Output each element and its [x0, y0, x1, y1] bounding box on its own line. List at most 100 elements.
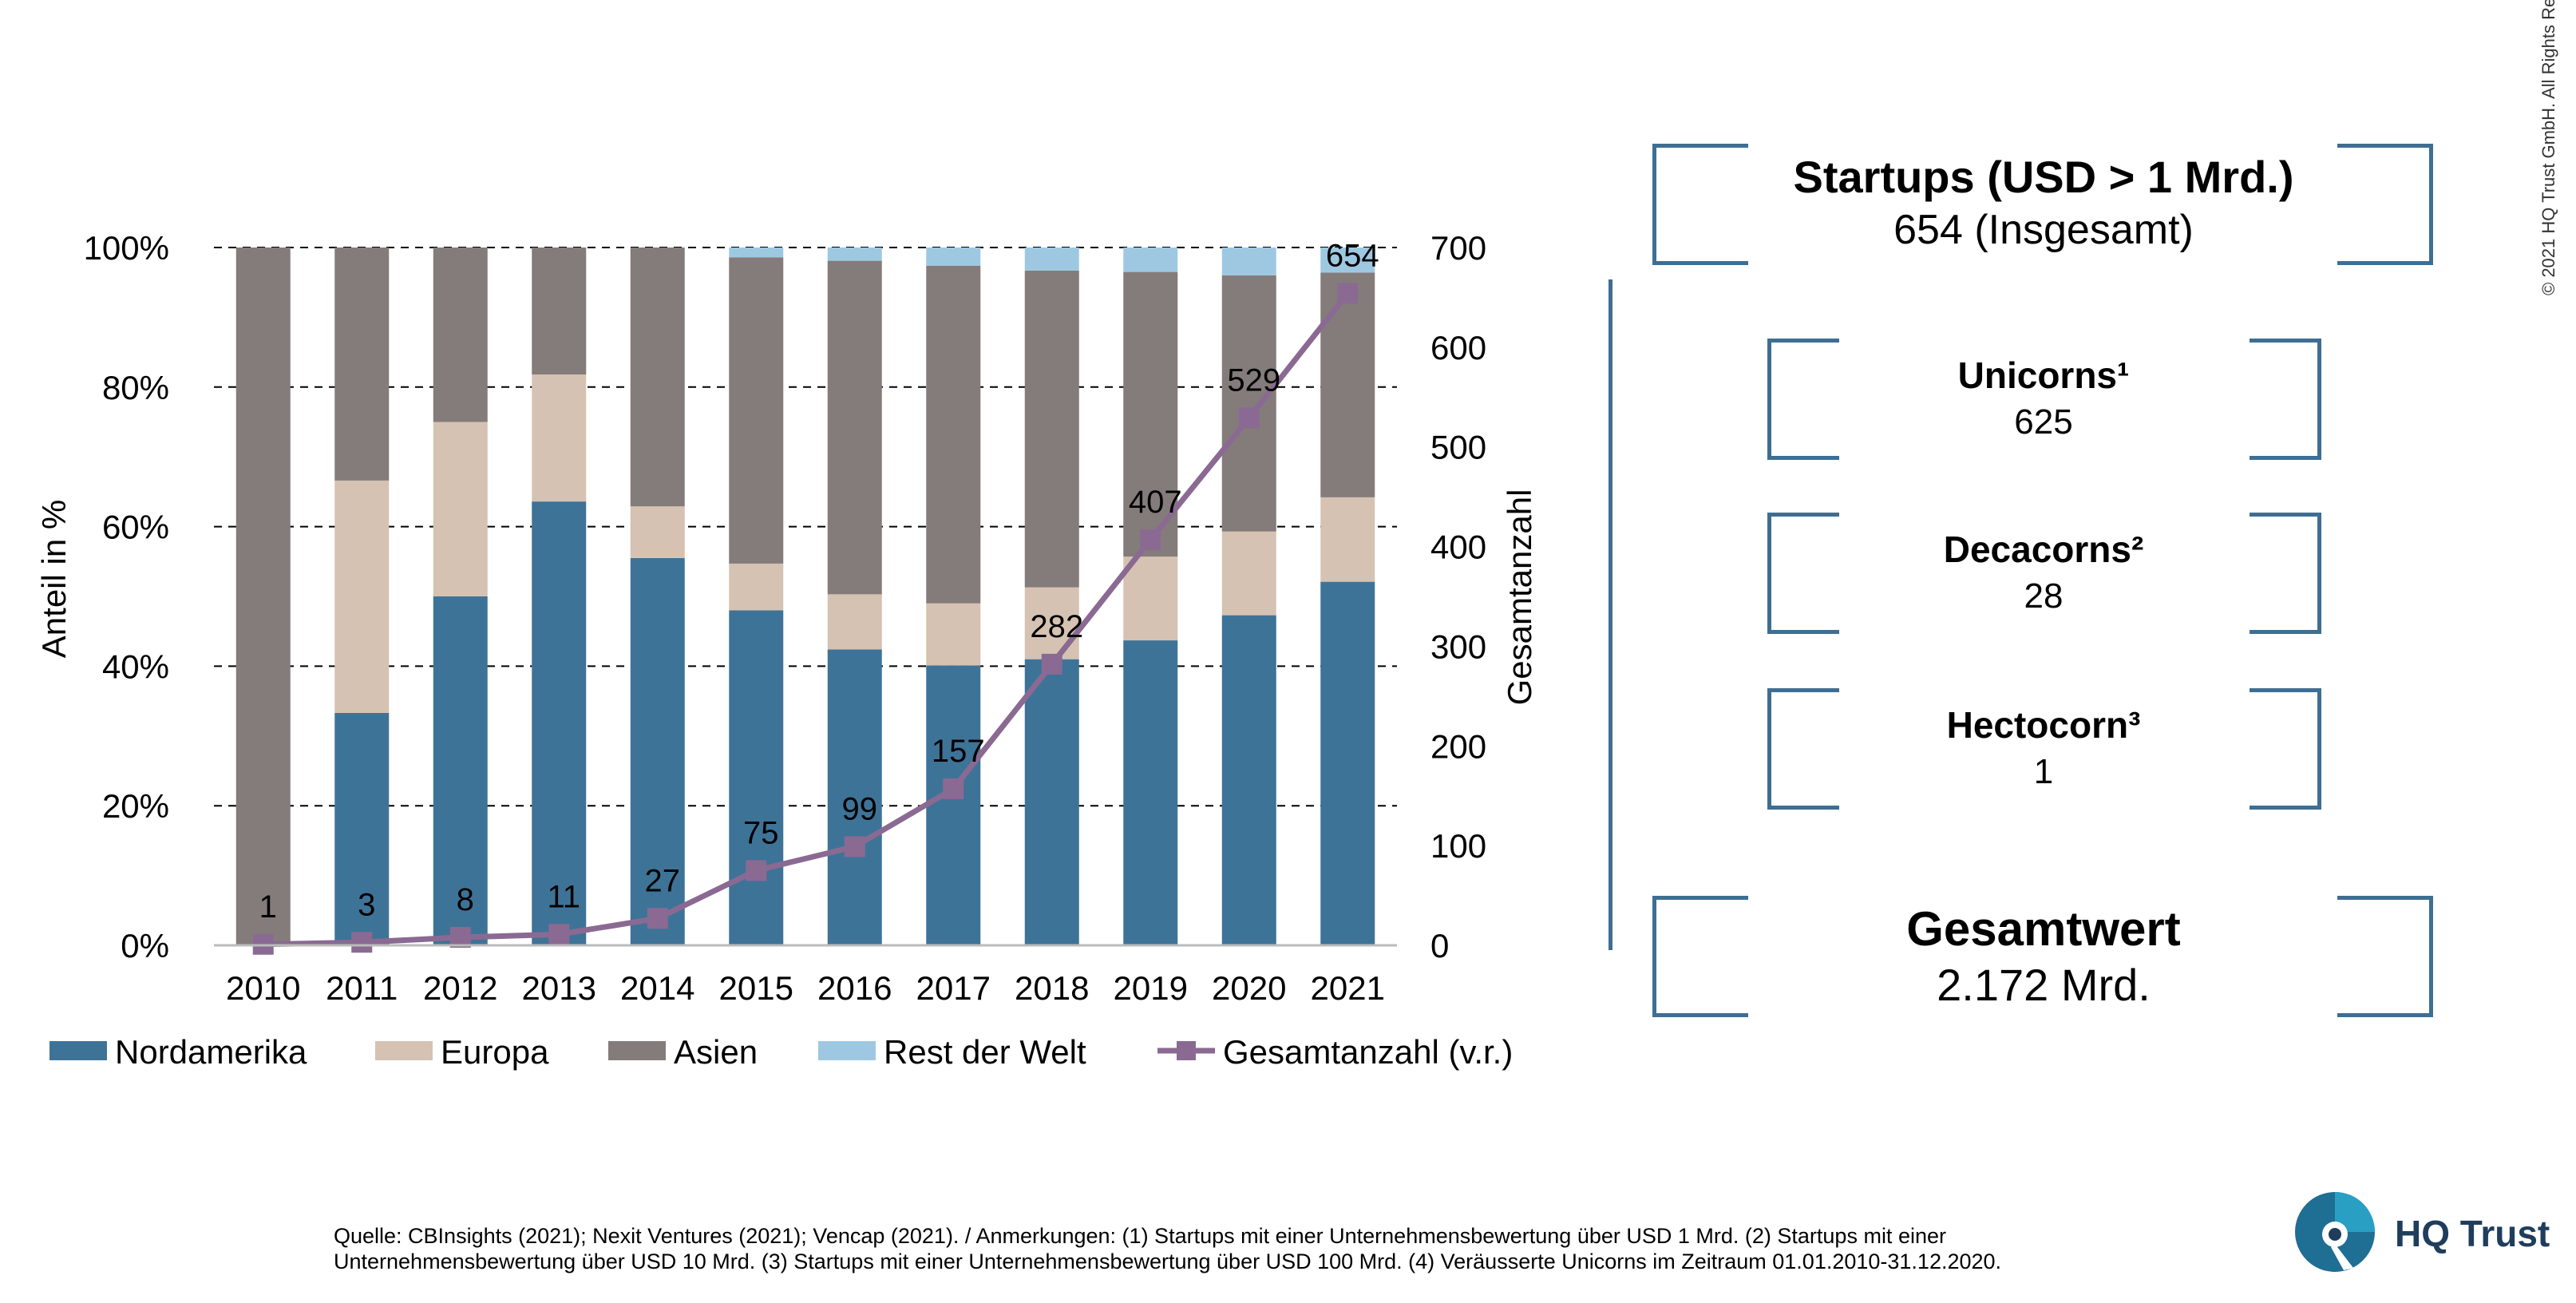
- total-count-marker: [1337, 283, 1359, 304]
- source-note: Quelle: CBInsights (2021); Nexit Venture…: [334, 1223, 2210, 1274]
- total-count-label: 407: [1129, 485, 1182, 520]
- unicorns-box: Unicorns¹ 625: [1804, 351, 2283, 446]
- bar-europa: [1123, 556, 1178, 641]
- bar-europa: [334, 480, 390, 713]
- unicorns-value: 625: [2014, 402, 2073, 442]
- total-count-label: 529: [1227, 363, 1280, 398]
- bar-rest-der-welt: [827, 248, 882, 261]
- bar-rest-der-welt: [729, 248, 784, 258]
- total-count-marker: [1238, 407, 1260, 429]
- total-count-label: 75: [743, 815, 779, 850]
- x-tick-label: 2010: [226, 969, 300, 1007]
- grid-lines: [214, 247, 1397, 807]
- x-tick-label: 2016: [817, 969, 892, 1007]
- y-left-tick-label: 20%: [102, 787, 169, 825]
- hectocorn-bracket-right: [2250, 688, 2321, 810]
- bar-europa: [1024, 587, 1079, 659]
- bar-rest-der-welt: [1024, 248, 1079, 271]
- bar-europa: [1221, 531, 1276, 616]
- source-line-1: Quelle: CBInsights (2021); Nexit Venture…: [334, 1224, 1946, 1248]
- legend: Nordamerika Europa Asien Rest der Welt Gesam…: [49, 1033, 1513, 1071]
- axes: 0% 20% 40% 60% 80% 100% 0 100 200 300 400 500 600 700…: [84, 229, 1487, 1007]
- hq-trust-logo-text: HQ Trust: [2395, 1213, 2550, 1254]
- bar-europa: [1320, 497, 1375, 582]
- legend-swatch-europa: [375, 1041, 433, 1060]
- y-right-tick-label: 400: [1430, 529, 1486, 566]
- bar-asien: [532, 248, 587, 375]
- legend-swatch-marker: [1177, 1041, 1196, 1060]
- bar-asien: [1123, 271, 1178, 557]
- copyright-notice: © 2021 HQ Trust GmbH. All Rights Reserve…: [2538, 0, 2558, 295]
- bar-europa: [433, 422, 488, 596]
- legend-label: Asien: [674, 1033, 758, 1071]
- y-left-tick-label: 80%: [102, 369, 169, 406]
- hectocorn-title: Hectocorn³: [1946, 704, 2141, 746]
- total-count-label: 8: [457, 882, 474, 917]
- total-count-marker: [746, 860, 767, 881]
- x-tick-label: 2021: [1311, 969, 1385, 1007]
- total-count-label: 157: [932, 734, 985, 769]
- startups-bracket-left: [1652, 144, 1748, 265]
- x-tick-label: 2018: [1015, 969, 1089, 1007]
- bar-nordamerika: [926, 665, 981, 945]
- y-left-tick-label: 40%: [102, 648, 169, 685]
- decacorns-bracket-right: [2250, 513, 2321, 634]
- legend-label: Gesamtanzahl (v.r.): [1223, 1033, 1513, 1071]
- decacorns-title: Decacorns²: [1943, 529, 2144, 570]
- bar-europa: [926, 603, 981, 666]
- data-labels: 1 3 8 11 27 75 99 157 282 407 529 654: [259, 238, 1379, 924]
- bar-asien: [1221, 275, 1276, 532]
- x-tick-label: 2017: [916, 969, 991, 1007]
- bar-europa: [729, 563, 784, 611]
- total-count-marker: [1041, 653, 1062, 675]
- x-tick-label: 2015: [719, 969, 793, 1007]
- total-count-label: 99: [842, 791, 878, 826]
- bar-nordamerika: [630, 557, 685, 945]
- total-count-line: [263, 291, 1350, 948]
- x-tick-label: 2011: [326, 969, 398, 1007]
- hq-trust-logo: HQ Trust: [2291, 1188, 2562, 1276]
- unicorns-bracket-right: [2250, 339, 2321, 460]
- bar-rest-der-welt: [1221, 248, 1276, 275]
- bar-rest-der-welt: [926, 248, 981, 266]
- startups-box: Startups (USD > 1 Mrd.) 654 (Insgesamt): [1716, 150, 2371, 255]
- bar-europa: [630, 506, 685, 558]
- hectocorn-bracket-left: [1767, 688, 1839, 810]
- legend-label: Europa: [441, 1033, 549, 1071]
- bar-nordamerika: [433, 596, 488, 945]
- gesamtwert-title: Gesamtwert: [1906, 902, 2181, 956]
- y-right-tick-label: 700: [1430, 229, 1486, 267]
- y-right-tick-label: 100: [1430, 827, 1486, 865]
- bar-nordamerika: [1024, 659, 1079, 945]
- bar-asien: [433, 248, 488, 422]
- bar-nordamerika: [827, 649, 882, 945]
- startups-value: 654 (Insgesamt): [1893, 207, 2194, 253]
- y-left-tick-label: 100%: [84, 229, 169, 267]
- bar-rest-der-welt: [1320, 248, 1375, 273]
- bar-asien: [334, 248, 390, 481]
- y-right-tick-label: 300: [1430, 628, 1486, 665]
- y-axis-left-title: Anteil in %: [35, 500, 73, 658]
- hectocorn-value: 1: [2033, 752, 2054, 791]
- total-count-marker: [1140, 529, 1161, 550]
- source-line-2: Unternehmensbewertung über USD 10 Mrd. (…: [334, 1250, 2002, 1273]
- unicorns-bracket-left: [1767, 339, 1839, 460]
- x-tick-label: 2012: [423, 969, 497, 1007]
- decacorns-box: Decacorns² 28: [1804, 525, 2283, 620]
- y-right-tick-label: 200: [1430, 727, 1486, 765]
- unicorns-title: Unicorns¹: [1957, 354, 2130, 396]
- total-count-label: 27: [645, 863, 681, 898]
- legend-swatch-nordamerika: [49, 1041, 107, 1060]
- total-count-label: 282: [1030, 609, 1083, 644]
- legend-swatch-rest-der-welt: [818, 1041, 876, 1060]
- bar-rest-der-welt: [1123, 248, 1178, 272]
- total-line: [252, 283, 1359, 955]
- bar-asien: [729, 257, 784, 564]
- startups-title: Startups (USD > 1 Mrd.): [1793, 152, 2294, 202]
- legend-label: Rest der Welt: [884, 1033, 1086, 1071]
- bar-asien: [630, 248, 685, 507]
- total-count-marker: [548, 924, 570, 945]
- bar-nordamerika: [1221, 615, 1276, 945]
- gesamtwert-value: 2.172 Mrd.: [1937, 960, 2151, 1010]
